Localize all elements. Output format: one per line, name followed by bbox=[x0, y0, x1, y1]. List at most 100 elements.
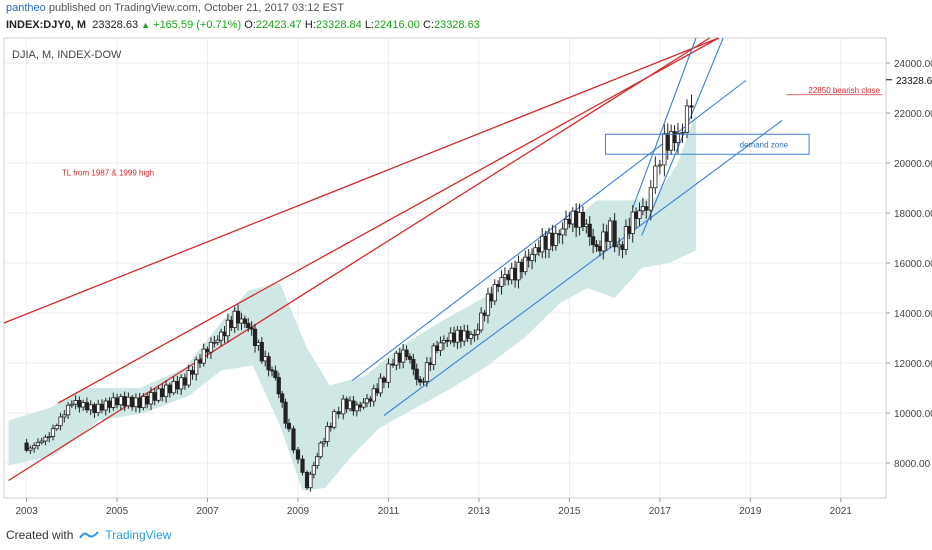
candle-body bbox=[32, 445, 37, 449]
candle-body bbox=[256, 341, 261, 347]
candle-body bbox=[186, 370, 191, 386]
candle-body bbox=[516, 261, 521, 281]
y-tick-label: 20000.00 bbox=[894, 159, 932, 170]
candle-body bbox=[304, 471, 310, 489]
candle-body bbox=[672, 131, 677, 144]
x-tick-label: 2005 bbox=[106, 506, 129, 517]
candle-body bbox=[39, 440, 44, 444]
candle-body bbox=[574, 210, 579, 228]
candle-body bbox=[580, 211, 586, 227]
y-tick-label: 12000.00 bbox=[894, 359, 932, 370]
candle-body bbox=[300, 458, 305, 473]
candle-body bbox=[368, 398, 373, 402]
candle-body bbox=[96, 403, 101, 414]
candle-body bbox=[502, 274, 508, 278]
candle-body bbox=[321, 441, 327, 444]
last-price: 23328.63 bbox=[92, 19, 139, 31]
candle-body bbox=[107, 400, 112, 408]
candle-body bbox=[212, 341, 217, 344]
demand-zone-label: demand zone bbox=[740, 140, 789, 149]
low-value: 22416.00 bbox=[374, 19, 420, 31]
candle-body bbox=[404, 349, 409, 357]
y-axis: 8000.00 10000.00 12000.00 14000.00 16000.00 1… bbox=[886, 59, 932, 470]
volatility-band-area bbox=[8, 113, 696, 491]
candle-body bbox=[291, 428, 296, 451]
candle-body bbox=[99, 403, 105, 411]
candle-body bbox=[557, 233, 562, 236]
candle-body bbox=[407, 356, 413, 360]
candle-body bbox=[182, 377, 188, 386]
candle-body bbox=[397, 352, 402, 363]
candle-body bbox=[328, 425, 333, 428]
y-tick-label: 8000.00 bbox=[894, 459, 931, 470]
candle-body bbox=[428, 362, 433, 365]
candle-body bbox=[361, 402, 366, 408]
high-value: 23328.84 bbox=[315, 19, 362, 31]
candle-body bbox=[657, 164, 662, 167]
publish-info: pantheo published on TradingView.com, Oc… bbox=[6, 2, 344, 14]
candle-body bbox=[133, 397, 139, 408]
open-value: 22423.47 bbox=[255, 19, 302, 31]
candle-body bbox=[148, 392, 154, 405]
candle-body bbox=[434, 345, 440, 351]
red-trend-line bbox=[57, 37, 719, 404]
trendline-label: TL from 1987 & 1999 high bbox=[62, 169, 154, 178]
candle-body bbox=[156, 388, 161, 401]
y-tick-label: 24000.00 bbox=[894, 59, 932, 70]
candle-body bbox=[130, 396, 135, 408]
candle-body bbox=[529, 254, 535, 261]
candle-body bbox=[489, 293, 494, 302]
candle-body bbox=[553, 233, 558, 246]
candle-body bbox=[594, 244, 599, 247]
candle-body bbox=[325, 425, 330, 442]
open-label: O: bbox=[244, 19, 256, 31]
up-arrow-icon: ▲ bbox=[141, 20, 151, 30]
candle-body bbox=[468, 334, 474, 339]
candle-body bbox=[65, 404, 71, 416]
candle-body bbox=[318, 442, 323, 458]
candle-body bbox=[414, 368, 419, 380]
candle-body bbox=[273, 370, 278, 378]
candle-body bbox=[451, 332, 457, 343]
candle-body bbox=[533, 247, 538, 255]
x-tick-label: 2021 bbox=[830, 506, 853, 517]
red-trend-line bbox=[3, 37, 719, 324]
candle-body bbox=[479, 312, 484, 331]
candle-body bbox=[401, 349, 406, 363]
candle-body bbox=[276, 377, 281, 395]
footer: Created with TradingView bbox=[6, 528, 171, 542]
candle-body bbox=[680, 132, 685, 134]
candle-body bbox=[386, 363, 391, 383]
last-price-label: 23328.63 bbox=[896, 76, 932, 87]
candle-body bbox=[263, 356, 268, 362]
candle-body bbox=[201, 348, 206, 364]
candle-body bbox=[246, 322, 251, 329]
candle-body bbox=[617, 244, 622, 248]
y-tick-label: 22000.00 bbox=[894, 109, 932, 120]
bearish-close-label: 22850 bearish close bbox=[808, 86, 880, 95]
candle-body bbox=[445, 340, 450, 342]
close-label: C: bbox=[422, 19, 434, 31]
candle-body bbox=[354, 404, 359, 412]
candle-body bbox=[506, 274, 511, 281]
candle-body bbox=[118, 396, 123, 406]
candle-body bbox=[637, 210, 642, 219]
candle-body bbox=[54, 425, 59, 430]
x-axis: 2003 2005 2007 2009 2011 2013 2015 2017 2019 2021 bbox=[15, 498, 852, 517]
price-chart[interactable]: demand zone 22850 bearish close TL from 19… bbox=[0, 36, 932, 520]
candle-body bbox=[239, 318, 244, 324]
x-tick-label: 2011 bbox=[378, 506, 400, 517]
x-tick-label: 2003 bbox=[15, 506, 38, 517]
candles bbox=[24, 94, 694, 492]
x-tick-label: 2017 bbox=[649, 506, 672, 517]
author-link[interactable]: pantheo bbox=[6, 2, 46, 14]
change-value: +165.59 (+0.71%) bbox=[153, 19, 242, 31]
candle-body bbox=[653, 165, 658, 189]
candle-body bbox=[194, 359, 199, 375]
candle-body bbox=[50, 428, 56, 437]
tradingview-brand[interactable]: TradingView bbox=[105, 528, 172, 542]
candle-body bbox=[431, 345, 436, 365]
annotations: demand zone 22850 bearish close TL from 19… bbox=[62, 86, 882, 178]
candle-body bbox=[563, 218, 569, 230]
red-trend-line bbox=[8, 37, 710, 482]
